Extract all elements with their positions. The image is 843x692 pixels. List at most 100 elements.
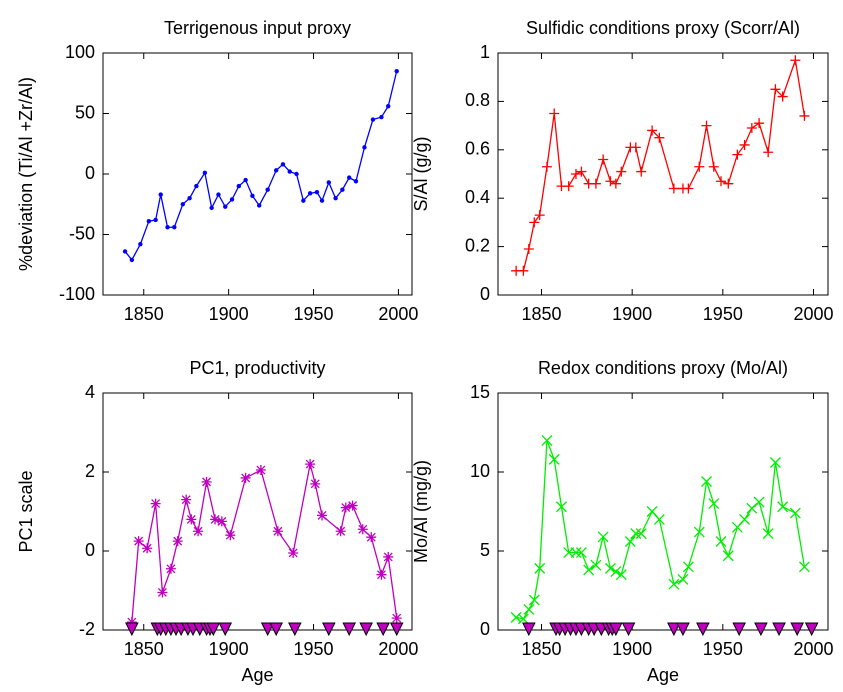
marker [389, 622, 404, 637]
marker [570, 547, 582, 559]
y-tick-label: 15 [470, 382, 490, 402]
marker [301, 198, 306, 203]
marker [722, 550, 734, 562]
y-tick-label: 4 [85, 382, 95, 402]
plot-area [102, 392, 413, 631]
marker [653, 513, 665, 525]
marker [172, 536, 183, 547]
marker [610, 566, 622, 577]
marker [754, 622, 768, 637]
marker [723, 178, 734, 189]
y-tick-label: 0.6 [465, 139, 490, 159]
marker [770, 84, 781, 95]
marker [790, 55, 801, 66]
y-tick-label: 0.8 [465, 90, 490, 110]
marker [769, 457, 781, 468]
x-tick-label: 2000 [378, 639, 418, 659]
marker [158, 192, 163, 197]
marker [193, 526, 204, 537]
marker [357, 524, 368, 535]
marker [280, 162, 286, 167]
marker [610, 178, 621, 189]
plot-area [497, 392, 829, 631]
y-tick-label: 50 [75, 102, 95, 122]
marker [522, 622, 536, 637]
marker [157, 587, 168, 598]
y-tick-label: -50 [69, 223, 95, 243]
marker [590, 559, 602, 571]
marker [630, 142, 641, 153]
marker [549, 108, 560, 119]
marker [763, 147, 774, 158]
marker [305, 459, 316, 470]
marker [732, 622, 746, 637]
marker [605, 176, 616, 187]
x-tick-label: 2000 [793, 304, 833, 324]
marker [777, 91, 788, 102]
y-axis-label: PC1 scale [16, 470, 36, 552]
y-tick-label: 0.2 [465, 235, 490, 255]
marker [701, 476, 712, 487]
x-tick-label: 1850 [521, 639, 561, 659]
marker [604, 562, 616, 574]
marker [180, 202, 185, 207]
marker [333, 196, 338, 201]
marker [528, 594, 540, 606]
y-axis-label: Mo/Al (mg/g) [411, 460, 431, 563]
marker [789, 507, 801, 519]
marker [216, 192, 221, 197]
marker [541, 161, 552, 172]
marker [694, 161, 705, 172]
marker [346, 175, 352, 180]
x-tick-label: 1950 [703, 304, 743, 324]
marker [746, 502, 758, 514]
marker [340, 502, 351, 513]
marker [194, 183, 199, 189]
marker [394, 68, 399, 74]
marker [342, 622, 356, 637]
marker [201, 476, 212, 487]
marker [391, 613, 402, 624]
marker [621, 622, 636, 637]
x-tick-label: 1950 [294, 304, 334, 324]
marker [804, 622, 819, 637]
marker [386, 104, 391, 109]
marker [556, 501, 567, 513]
marker [517, 613, 529, 625]
marker [570, 169, 581, 179]
x-tick-label: 1900 [612, 639, 652, 659]
marker [696, 622, 710, 637]
marker [317, 510, 328, 521]
marker [510, 611, 522, 623]
marker [366, 532, 377, 543]
marker [326, 180, 332, 185]
marker [799, 110, 810, 121]
marker [541, 434, 553, 446]
panel-title: PC1, productivity [189, 358, 325, 378]
marker [153, 217, 158, 223]
marker [379, 114, 384, 120]
marker [630, 528, 642, 540]
panel-title: Sulfidic conditions proxy (Scorr/Al) [526, 18, 800, 38]
x-tick-label: 1900 [612, 304, 652, 324]
marker [265, 187, 270, 192]
marker [683, 183, 694, 194]
x-tick-label: 1900 [209, 639, 249, 659]
marker [165, 563, 176, 574]
marker [636, 166, 647, 177]
marker [523, 244, 534, 255]
y-tick-label: 0 [85, 540, 95, 560]
marker [682, 561, 694, 573]
marker [701, 120, 712, 131]
marker [772, 622, 786, 637]
marker [575, 547, 587, 559]
marker [210, 514, 221, 525]
marker [370, 117, 376, 122]
x-tick-label: 2000 [793, 639, 833, 659]
marker [667, 622, 681, 637]
x-tick-label: 2000 [378, 304, 418, 324]
marker [129, 257, 135, 263]
marker [716, 176, 727, 187]
marker [715, 536, 727, 547]
marker [383, 551, 394, 562]
